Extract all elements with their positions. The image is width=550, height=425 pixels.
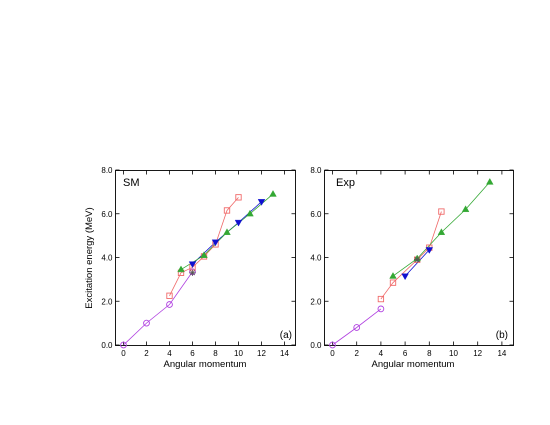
panel-a: 0 2 4 6 8 10 12 14 0.0 2.0 4.0 6.0 8.0 SM (a) Angul…	[101, 166, 296, 370]
data-point-triangle-up	[269, 190, 277, 197]
y-ticks-a: 0.0 2.0 4.0 6.0 8.0	[101, 166, 296, 350]
x-tick-label: 12	[257, 349, 266, 358]
plot-frame-a	[115, 170, 296, 346]
y-tick-label: 6.0	[310, 210, 322, 219]
y-tick-label: 4.0	[101, 254, 113, 263]
panel-label-b: (b)	[496, 330, 508, 341]
data-point-triangle-down	[425, 247, 434, 254]
data-point-triangle-up	[223, 228, 231, 235]
data-point-square	[223, 207, 231, 214]
y-tick-label: 0.0	[101, 341, 113, 350]
y-tick-label: 0.0	[310, 341, 322, 350]
x-tick-label: 2	[354, 349, 359, 358]
x-tick-label: 14	[280, 349, 289, 358]
x-tick-label: 10	[449, 349, 458, 358]
y-ticks-b: 0.0 2.0 4.0 6.0 8.0	[310, 166, 514, 350]
data-point-triangle-down	[257, 199, 266, 206]
x-tick-label: 8	[427, 349, 432, 358]
y-tick-label: 2.0	[310, 297, 322, 306]
data-point-triangle-up	[389, 272, 397, 279]
data-point-circle	[166, 301, 173, 308]
panel-b: 0 2 4 6 8 10 12 14 0.0 2.0 4.0 6.0 8.0 Exp (b) Angu…	[310, 166, 514, 370]
x-tick-label: 6	[403, 349, 408, 358]
data-point-triangle-down	[401, 273, 409, 281]
x-tick-label: 14	[497, 349, 506, 358]
data-point-triangle-down	[211, 239, 220, 247]
data-point-triangle-up	[246, 209, 254, 217]
data-point-square	[377, 295, 385, 303]
x-tick-label: 12	[473, 349, 482, 358]
x-tick-label: 0	[330, 349, 335, 358]
data-point-square	[235, 194, 242, 201]
data-point-star	[189, 269, 196, 277]
x-ticks-b: 0 2 4 6 8 10 12 14	[330, 170, 507, 358]
x-tick-label: 8	[213, 349, 218, 358]
x-tick-label: 4	[167, 349, 172, 358]
panel-title-b: Exp	[336, 177, 355, 189]
data-point-triangle-up	[486, 178, 494, 185]
x-ticks-a: 0 2 4 6 8 10 12 14	[121, 170, 289, 358]
series-line-triangle-down	[404, 249, 430, 277]
y-tick-label: 8.0	[101, 166, 113, 175]
data-point-circle	[143, 319, 150, 327]
x-axis-label-b: Angular momentum	[372, 359, 455, 370]
data-point-circle	[329, 341, 336, 349]
plot-frame-b	[324, 170, 514, 346]
data-point-square	[389, 279, 397, 286]
data-point-circle	[377, 305, 385, 313]
y-tick-label: 2.0	[101, 297, 113, 306]
x-tick-label: 10	[234, 349, 243, 358]
y-axis-label: Excitation energy (MeV)	[84, 207, 95, 308]
data-point-triangle-up	[437, 228, 446, 235]
data-point-circle	[353, 324, 361, 331]
x-tick-label: 0	[121, 349, 126, 358]
data-point-square	[166, 292, 173, 299]
y-tick-label: 4.0	[310, 254, 322, 263]
x-tick-label: 2	[144, 349, 149, 358]
data-point-triangle-down	[188, 261, 197, 269]
y-tick-label: 6.0	[101, 210, 113, 219]
data-point-triangle-up	[200, 251, 208, 258]
marks-a	[120, 190, 277, 349]
data-point-triangle-down	[234, 219, 243, 227]
data-point-star	[414, 256, 421, 263]
data-point-circle	[120, 341, 127, 349]
data-point-triangle-up	[461, 205, 470, 212]
data-point-triangle-up	[177, 265, 185, 273]
y-tick-label: 8.0	[310, 166, 322, 175]
series-line-circle	[332, 308, 382, 346]
x-tick-label: 6	[190, 349, 195, 358]
panel-label-a: (a)	[280, 330, 292, 341]
series-line-circle	[123, 271, 193, 346]
x-axis-label-a: Angular momentum	[164, 359, 247, 370]
series-line-square	[169, 197, 239, 296]
panel-title-a: SM	[123, 177, 140, 189]
x-tick-label: 4	[379, 349, 384, 358]
data-point-square	[438, 208, 445, 215]
marks-b	[329, 178, 494, 349]
series-line-square	[380, 211, 442, 300]
